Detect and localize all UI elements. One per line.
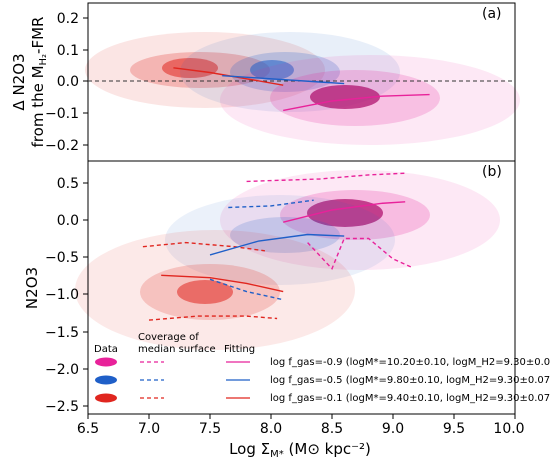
top-y-ticks: 0.2 0.1 0.0 −0.1 −0.2: [45, 11, 88, 154]
bottom-panel-frame: [87, 160, 516, 415]
x-tick-label: 8.5: [321, 421, 343, 437]
legend-head-data: Data: [94, 344, 118, 355]
legend-row-text: log f_gas=-0.9 (logM*=10.20±0.10, logM_H…: [270, 357, 550, 368]
legend-head-coverage-2: median surface: [138, 344, 216, 355]
top-y-tick-label: 0.1: [57, 43, 79, 59]
legend-head-fitting: Fitting: [224, 344, 255, 355]
x-tick-label: 7.0: [138, 421, 160, 437]
coverage-line-red: [142, 241, 265, 252]
top-fit-line-magenta: [283, 93, 430, 112]
x-tick-label: 6.5: [77, 421, 99, 437]
bottom-y-tick-label: −0.5: [45, 250, 79, 266]
coverage-line-blue: [228, 199, 314, 209]
x-axis-label: Log ΣM* (M⊙ kpc⁻²): [229, 440, 371, 460]
x-tick-label: 9.5: [443, 421, 465, 437]
top-y-tick-label: 0.0: [57, 74, 79, 90]
x-ticks: 6.5 7.0 7.5 8.0 8.5 9.0 9.5 10.0: [77, 414, 525, 437]
top-y-tick-label: −0.1: [45, 106, 79, 122]
x-tick-label: 9.0: [382, 421, 404, 437]
panel-label-b: (b): [482, 164, 502, 180]
top-density-contours: [85, 32, 520, 145]
legend-data-swatch-magenta: [95, 357, 117, 367]
x-tick-label: 7.5: [199, 421, 221, 437]
bottom-y-tick-label: −1.5: [45, 325, 79, 341]
top-y-tick-label: −0.2: [45, 138, 79, 154]
top-y-axis-label-line1: Δ N2O3: [10, 53, 28, 110]
fit-line-magenta: [283, 201, 406, 223]
coverage-line-magenta: [246, 172, 406, 183]
bottom-y-tick-label: −1.0: [45, 287, 79, 303]
coverage-line-red: [148, 315, 278, 321]
x-tick-label: 8.0: [260, 421, 282, 437]
bottom-y-tick-label: 0.0: [57, 213, 79, 229]
legend-head-coverage-1: Coverage of: [138, 332, 199, 343]
bottom-density-contours: [75, 170, 500, 350]
bottom-y-tick-label: 0.5: [57, 176, 79, 192]
bottom-y-tick-label: −2.0: [45, 362, 79, 378]
top-y-tick-label: 0.2: [57, 11, 79, 27]
fit-line-red: [161, 274, 284, 293]
bottom-y-tick-label: −2.5: [45, 399, 79, 415]
x-tick-label: 10.0: [493, 421, 524, 437]
top-y-axis-label-line2: from the MH₂-FMR: [29, 17, 49, 148]
coverage-line-magenta: [307, 237, 412, 270]
legend: Data Coverage of median surface Fitting …: [94, 332, 550, 404]
legend-data-swatch-red: [95, 393, 117, 403]
bottom-panel-lines: [142, 172, 412, 321]
top-panel-lines: [173, 67, 430, 112]
legend-data-swatch-blue: [95, 375, 117, 385]
panel-label-a: (a): [482, 6, 502, 22]
coverage-line-blue: [209, 278, 284, 301]
bottom-y-axis-label: N2O3: [23, 267, 41, 309]
fit-line-blue: [209, 233, 345, 256]
bottom-y-ticks: 0.5 0.0 −0.5 −1.0 −1.5 −2.0 −2.5: [45, 176, 88, 415]
legend-row-text: log f_gas=-0.5 (logM*=9.80±0.10, logM_H2…: [270, 375, 550, 386]
top-fit-line-blue: [222, 75, 345, 85]
legend-row-text: log f_gas=-0.1 (logM*=9.40±0.10, logM_H2…: [270, 393, 550, 404]
